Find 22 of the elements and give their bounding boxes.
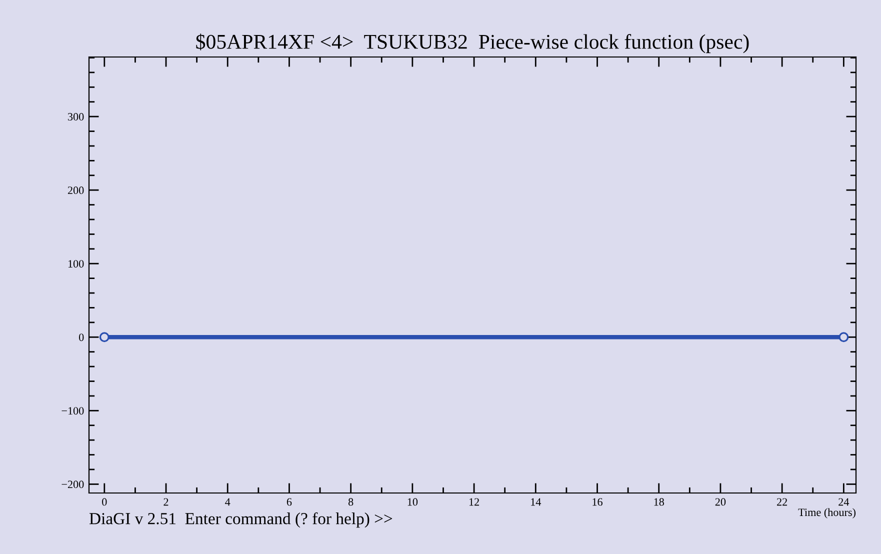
y-tick-label: 200 xyxy=(68,186,84,194)
x-tick-label: 8 xyxy=(348,498,354,506)
y-tick-label: 300 xyxy=(68,113,84,121)
x-tick-label: 12 xyxy=(469,498,479,506)
text: DiaGI v 2.51 Enter command (? for help) >> xyxy=(89,512,392,528)
x-tick-label: 14 xyxy=(531,498,542,506)
x-tick-label: 18 xyxy=(654,498,664,506)
x-tick-label: 20 xyxy=(715,498,726,506)
y-tick-label: −200 xyxy=(62,480,84,488)
x-tick-label: 4 xyxy=(225,498,230,506)
x-axis-title: Time (hours) xyxy=(798,508,856,518)
x-tick-label: 6 xyxy=(286,498,292,506)
y-tick-label: 0 xyxy=(79,334,84,342)
x-tick-label: 2 xyxy=(164,498,168,506)
x-tick-label: 16 xyxy=(592,498,602,506)
x-tick-label: 24 xyxy=(838,498,850,506)
y-tick-label: −100 xyxy=(62,407,84,415)
x-tick-label: 22 xyxy=(777,498,788,506)
chart-title: $05APR14XF <4> TSUKUB32 Piece-wise clock function (psec) xyxy=(196,34,749,54)
x-tick-label: 0 xyxy=(102,498,107,506)
x-tick-label: 10 xyxy=(408,498,418,506)
y-tick-label: 100 xyxy=(68,260,84,268)
